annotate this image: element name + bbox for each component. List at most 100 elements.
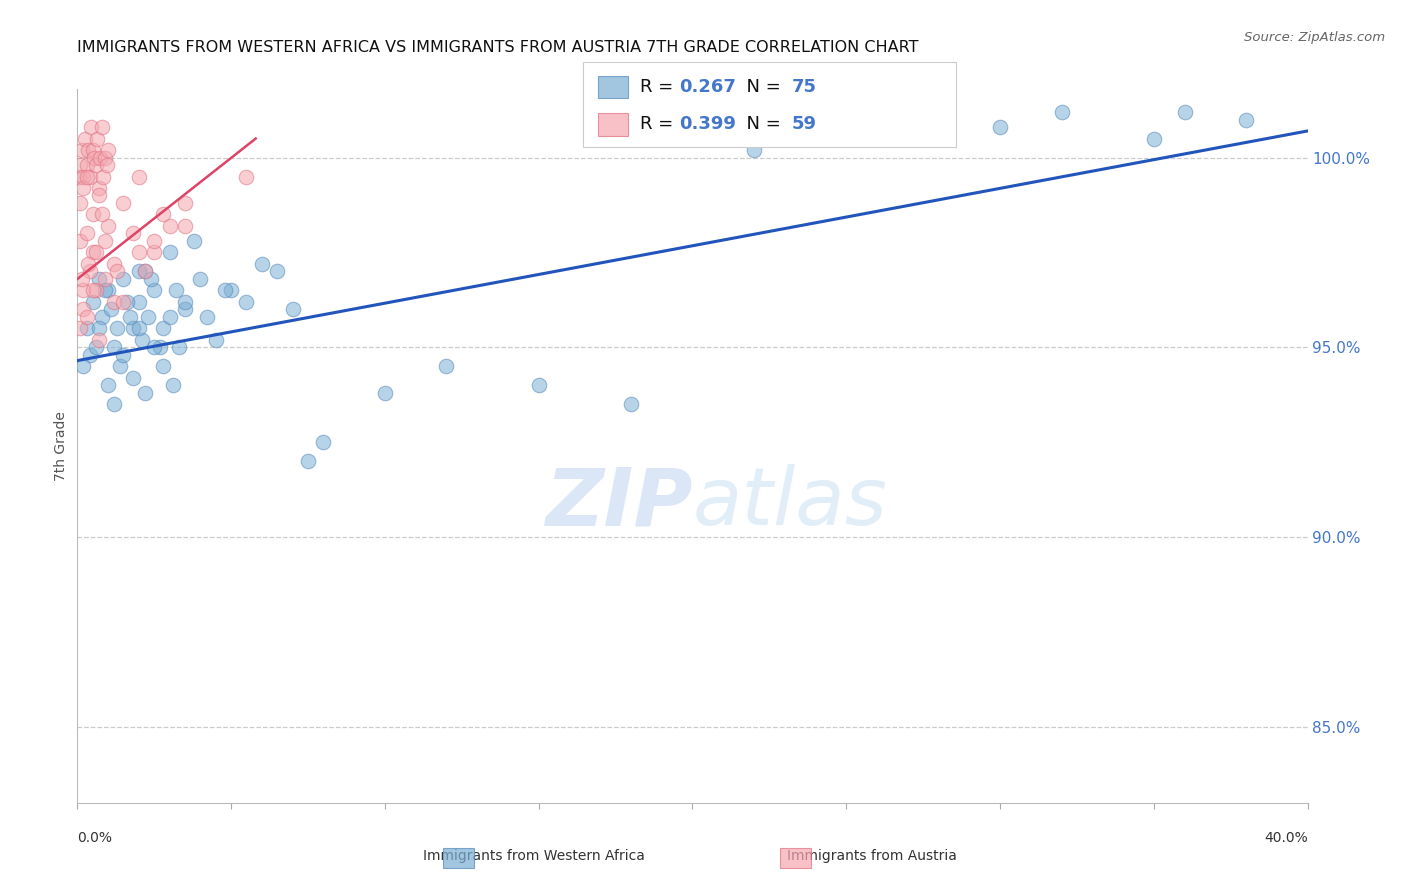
Point	[143, 245, 166, 260]
Point	[219, 284, 242, 298]
Point	[266, 264, 288, 278]
Text: ZIP: ZIP	[546, 464, 693, 542]
Point	[174, 196, 197, 211]
Point	[118, 310, 141, 324]
Point	[82, 284, 104, 298]
Point	[80, 120, 103, 135]
Point	[94, 234, 117, 248]
Point	[87, 333, 110, 347]
Point	[103, 257, 125, 271]
Point	[297, 454, 319, 468]
Point	[76, 321, 98, 335]
Point	[82, 294, 104, 309]
Text: N =: N =	[735, 78, 787, 95]
Point	[250, 257, 273, 271]
Point	[77, 257, 100, 271]
Point	[152, 207, 174, 221]
Point	[167, 340, 190, 354]
Point	[128, 245, 150, 260]
Point	[134, 264, 156, 278]
Point	[1050, 105, 1073, 120]
Point	[97, 219, 120, 233]
Point	[1143, 131, 1166, 145]
Point	[165, 284, 187, 298]
Point	[141, 272, 163, 286]
Point	[67, 169, 90, 184]
Point	[174, 294, 197, 309]
Point	[77, 143, 100, 157]
Point	[87, 321, 110, 335]
Point	[100, 302, 122, 317]
Y-axis label: 7th Grade: 7th Grade	[55, 411, 69, 481]
Point	[82, 245, 104, 260]
Point	[183, 234, 205, 248]
Point	[204, 333, 226, 347]
Text: R =: R =	[640, 78, 679, 95]
Point	[93, 169, 115, 184]
Text: 0.399: 0.399	[679, 115, 735, 133]
Point	[76, 169, 98, 184]
Point	[190, 272, 212, 286]
Point	[103, 397, 125, 411]
Point	[527, 378, 550, 392]
Point	[121, 321, 143, 335]
Point	[143, 234, 166, 248]
Text: Immigrants from Western Africa: Immigrants from Western Africa	[423, 849, 645, 863]
Point	[159, 245, 181, 260]
Point	[112, 294, 135, 309]
Point	[76, 310, 98, 324]
Point	[97, 143, 120, 157]
Point	[87, 188, 110, 202]
Point	[121, 370, 143, 384]
Point	[436, 359, 458, 374]
Text: Immigrants from Austria: Immigrants from Austria	[787, 849, 956, 863]
Point	[70, 272, 93, 286]
Point	[83, 151, 105, 165]
Point	[112, 272, 135, 286]
Point	[69, 158, 91, 172]
Point	[97, 378, 120, 392]
Point	[79, 264, 101, 278]
Text: atlas: atlas	[693, 464, 887, 542]
Point	[105, 321, 128, 335]
Text: Source: ZipAtlas.com: Source: ZipAtlas.com	[1244, 31, 1385, 45]
Point	[835, 131, 858, 145]
Point	[1174, 105, 1197, 120]
Point	[69, 234, 91, 248]
Point	[115, 294, 138, 309]
Text: 0.267: 0.267	[679, 78, 735, 95]
Text: 40.0%: 40.0%	[1264, 831, 1308, 846]
Point	[112, 196, 135, 211]
Point	[76, 227, 98, 241]
Point	[82, 207, 104, 221]
Point	[128, 321, 150, 335]
Point	[281, 302, 304, 317]
Point	[131, 333, 153, 347]
Point	[84, 284, 107, 298]
Point	[1234, 112, 1257, 127]
Point	[195, 310, 218, 324]
Point	[136, 310, 159, 324]
Point	[84, 158, 107, 172]
Point	[96, 158, 118, 172]
Point	[76, 158, 98, 172]
Point	[89, 151, 111, 165]
Point	[134, 385, 156, 400]
Point	[121, 227, 143, 241]
Point	[72, 169, 94, 184]
Point	[214, 284, 236, 298]
Point	[149, 340, 172, 354]
Point	[84, 245, 107, 260]
Point	[97, 284, 120, 298]
Point	[94, 284, 117, 298]
Point	[620, 397, 643, 411]
Point	[72, 359, 94, 374]
Point	[174, 302, 197, 317]
Point	[72, 302, 94, 317]
Point	[72, 284, 94, 298]
Point	[87, 181, 110, 195]
Text: 0.0%: 0.0%	[77, 831, 112, 846]
Point	[70, 143, 93, 157]
Point	[235, 169, 257, 184]
Point	[159, 310, 181, 324]
